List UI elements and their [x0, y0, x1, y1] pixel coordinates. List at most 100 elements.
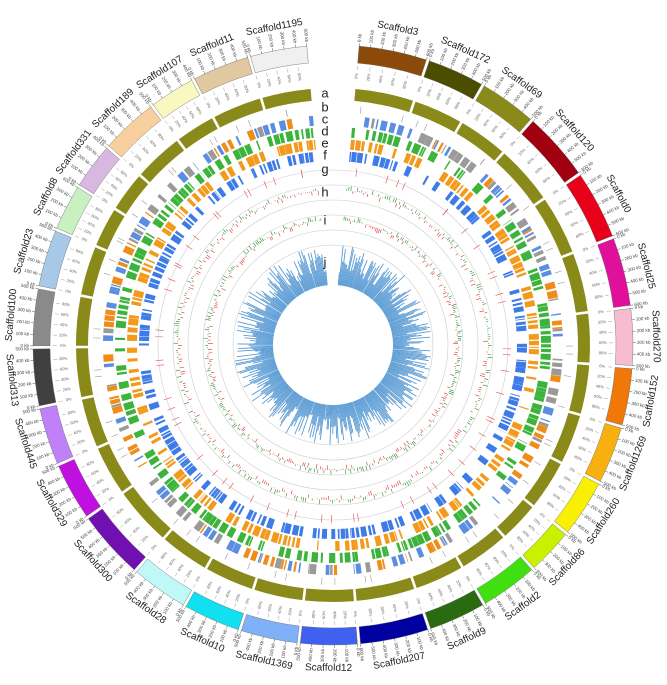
line-track-spike: [476, 283, 481, 287]
kb-tick-label: 0 kb: [616, 232, 626, 240]
kb-tick-label: 0 kb: [534, 110, 544, 120]
track-segment: [207, 529, 218, 541]
track-segment: [503, 272, 514, 279]
histogram-bar: [392, 346, 415, 348]
histogram-bar: [389, 310, 426, 325]
pct-tick-label: 60%: [70, 418, 80, 425]
histogram-bar: [388, 308, 421, 323]
track-segment: [133, 252, 145, 261]
line-track-spike: [442, 399, 446, 402]
track-segment: [202, 152, 213, 164]
histogram-bar: [351, 401, 361, 427]
line-track-spike: [478, 391, 481, 393]
kb-tick-label: 0 kb: [357, 33, 363, 42]
line-track-spike: [217, 448, 219, 450]
line-track-spike: [218, 294, 221, 296]
kb-tick-label: 100 kb: [102, 123, 116, 136]
kb-tick: [273, 639, 275, 643]
histogram-bar: [288, 274, 302, 295]
track-g-mark: [473, 244, 481, 250]
pct-tick: [102, 502, 107, 505]
track-segment: [335, 540, 340, 551]
pct-tick: [460, 96, 463, 101]
track-g-mark: [487, 270, 496, 275]
track-segment: [532, 436, 543, 443]
histogram-bar: [392, 350, 427, 356]
histogram-bar: [387, 368, 405, 377]
line-track-spike: [246, 248, 250, 253]
track-segment: [547, 387, 559, 396]
pct-tick-label: 80%: [62, 301, 71, 307]
track-segment: [127, 347, 138, 353]
track-segment: [258, 151, 267, 163]
histogram-bar: [392, 350, 422, 354]
scaffold-band: [423, 60, 482, 100]
line-track-spike: [421, 471, 424, 474]
track-segment: [459, 508, 468, 519]
track-segment: [479, 173, 489, 184]
line-track-spike: [284, 194, 286, 198]
track-b-mark: [507, 498, 514, 504]
line-track-spike: [457, 429, 462, 432]
track-segment: [518, 459, 530, 469]
track-segment: [490, 184, 501, 195]
line-track-spike: [245, 216, 247, 220]
track-segment: [148, 401, 160, 411]
track-segment: [151, 271, 163, 279]
histogram-bar: [346, 271, 351, 287]
track-segment: [202, 526, 213, 538]
histogram-bar: [319, 404, 324, 426]
line-track-spike: [207, 317, 211, 319]
pct-tick-label: 80%: [542, 175, 552, 184]
pct-tick-label: 40%: [377, 74, 383, 83]
line-track-spike: [195, 272, 199, 275]
line-track-spike: [398, 205, 402, 210]
histogram-bar: [390, 318, 419, 329]
track-segment: [119, 257, 130, 264]
pct-tick: [587, 451, 592, 453]
pct-tick: [506, 127, 510, 131]
line-track-spike: [257, 480, 259, 483]
track-segment: [464, 519, 474, 530]
histogram-bar: [273, 386, 291, 404]
histogram-bar: [391, 358, 426, 368]
kb-tick-label: 0 kb: [144, 93, 153, 103]
line-track-spike: [454, 314, 457, 317]
histogram-bar: [237, 321, 275, 332]
histogram-bar: [290, 285, 299, 297]
pct-tick-label: 20%: [585, 426, 595, 433]
line-track-spike: [434, 229, 437, 232]
line-track-spike: [449, 313, 455, 316]
line-track-spike: [450, 246, 453, 249]
pct-tick: [297, 67, 299, 72]
track-segment: [392, 136, 401, 148]
track-g-mark: [155, 329, 164, 331]
track-segment: [111, 405, 124, 415]
track-segment: [540, 348, 551, 353]
track-segment: [417, 520, 426, 531]
track-a: [355, 577, 415, 601]
track-segment: [508, 428, 520, 438]
histogram-bar: [375, 386, 387, 397]
line-track-spike: [451, 243, 453, 246]
line-track-spike: [425, 466, 428, 469]
kb-tick: [184, 606, 187, 610]
track-segment: [350, 139, 355, 151]
line-track-spike: [411, 441, 416, 446]
histogram-bar: [379, 382, 404, 403]
line-track-spike: [188, 398, 192, 401]
kb-tick: [130, 118, 134, 122]
line-track-spike: [180, 371, 186, 373]
track-segment: [396, 542, 402, 553]
track-segment: [522, 228, 533, 236]
line-track-spike: [423, 220, 426, 224]
pct-tick-label: 20%: [66, 278, 75, 285]
kb-tick: [143, 578, 146, 582]
line-track-spike: [408, 208, 410, 210]
pct-tick-label: 0%: [194, 575, 201, 583]
track-segment: [232, 515, 241, 527]
track-segment: [142, 378, 153, 382]
line-track-spike: [391, 484, 394, 489]
pct-tick: [123, 158, 127, 162]
